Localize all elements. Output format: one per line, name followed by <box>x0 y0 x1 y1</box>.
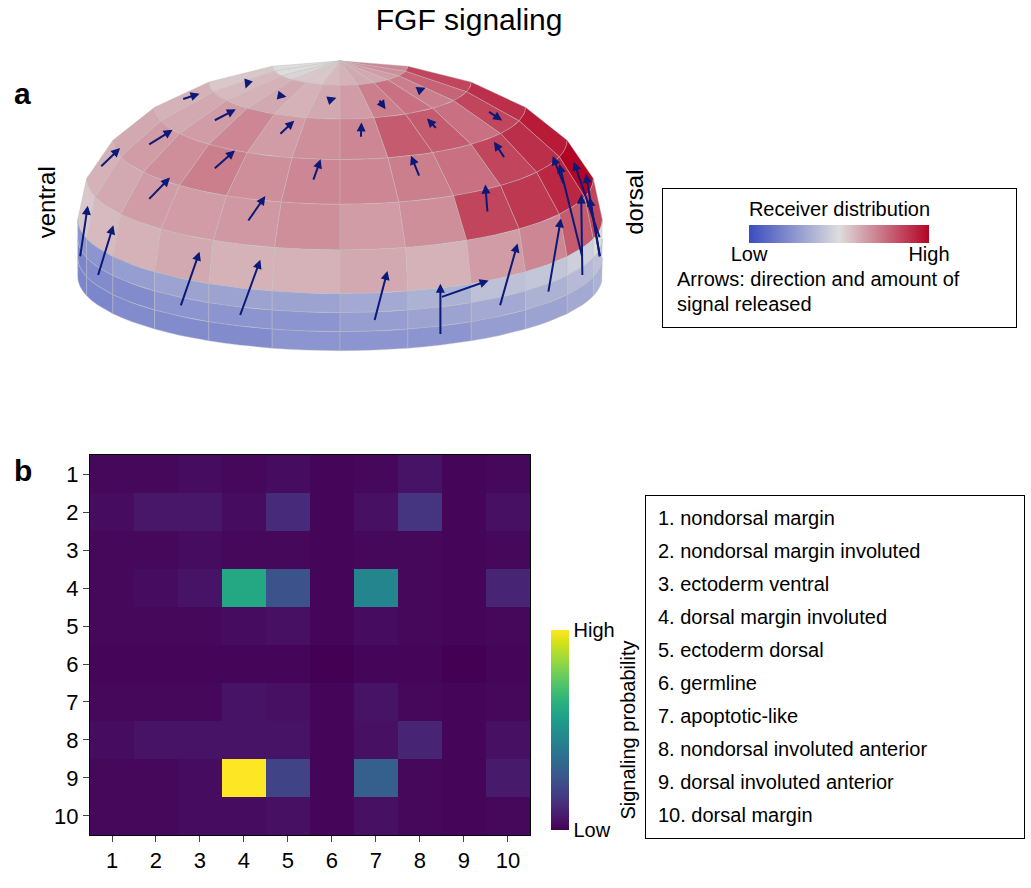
svg-text:2: 2 <box>150 848 162 873</box>
svg-text:Low: Low <box>574 819 611 841</box>
svg-text:6: 6 <box>326 848 338 873</box>
html-text:Arrows: direction and amount o: Arrows: direction and amount of signal r… <box>677 268 960 315</box>
svg-text:dorsal: dorsal <box>621 169 648 234</box>
svg-text:9: 9 <box>66 766 78 791</box>
svg-text:6: 6 <box>66 652 78 677</box>
svg-text:1: 1 <box>106 848 118 873</box>
svg-text:b: b <box>14 454 32 487</box>
html-text:3. ectoderm ventral: 3. ectoderm ventral <box>658 573 830 595</box>
svg-text:2: 2 <box>66 500 78 525</box>
svg-text:8: 8 <box>414 848 426 873</box>
html-text:8. nondorsal involuted anterio: 8. nondorsal involuted anterior <box>658 738 928 760</box>
svg-text:FGF signaling: FGF signaling <box>376 3 563 36</box>
svg-text:5: 5 <box>282 848 294 873</box>
html-text:Low: Low <box>730 243 768 265</box>
svg-text:ventral: ventral <box>33 166 60 238</box>
html-text:10. dorsal margin: 10. dorsal margin <box>658 804 813 826</box>
svg-text:a: a <box>14 77 31 110</box>
svg-text:9: 9 <box>458 848 470 873</box>
svg-text:10: 10 <box>54 804 78 829</box>
svg-text:3: 3 <box>66 538 78 563</box>
svg-text:1: 1 <box>66 462 78 487</box>
svg-text:4: 4 <box>66 576 78 601</box>
svg-text:8: 8 <box>66 728 78 753</box>
html-text:High: High <box>908 243 950 265</box>
svg-text:3: 3 <box>194 848 206 873</box>
html-text:2. nondorsal margin involuted: 2. nondorsal margin involuted <box>658 540 921 562</box>
svg-text:10: 10 <box>496 848 520 873</box>
html-text:6. germline: 6. germline <box>658 672 757 694</box>
html-text:1. nondorsal margin: 1. nondorsal margin <box>658 507 835 529</box>
html-text:5. ectoderm dorsal: 5. ectoderm dorsal <box>658 639 824 661</box>
svg-text:7: 7 <box>370 848 382 873</box>
html-text:9. dorsal involuted anterior: 9. dorsal involuted anterior <box>658 771 894 793</box>
svg-text:Signaling probability: Signaling probability <box>617 641 639 820</box>
svg-text:5: 5 <box>66 614 78 639</box>
html-text:4. dorsal margin involuted: 4. dorsal margin involuted <box>658 606 887 628</box>
html-text:Receiver distribution: Receiver distribution <box>748 198 931 220</box>
svg-text:High: High <box>574 619 615 641</box>
svg-text:7: 7 <box>66 690 78 715</box>
html-text:7. apoptotic-like: 7. apoptotic-like <box>658 705 799 727</box>
svg-text:4: 4 <box>238 848 250 873</box>
